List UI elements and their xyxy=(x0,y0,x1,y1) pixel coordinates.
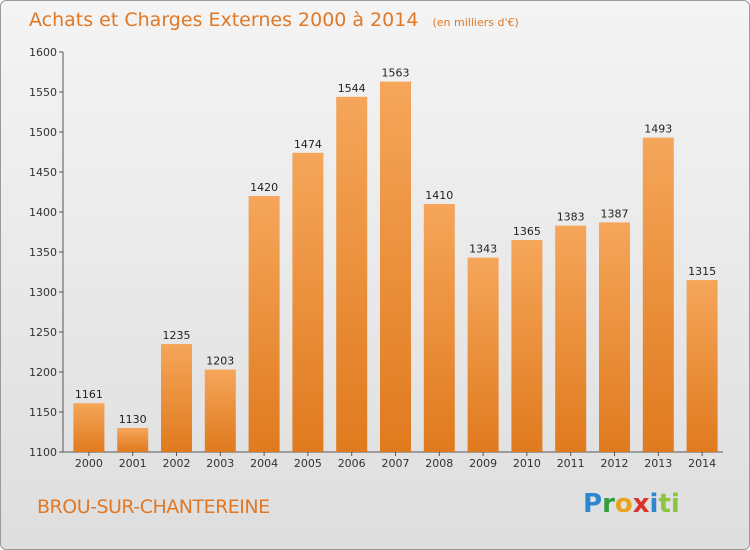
x-tick-label: 2011 xyxy=(557,457,585,470)
chart-bars xyxy=(73,81,718,453)
bar-value-label: 1563 xyxy=(382,67,410,80)
bar-value-label: 1315 xyxy=(688,265,716,278)
y-tick-label: 1150 xyxy=(29,406,57,419)
y-tick-label: 1400 xyxy=(29,206,57,219)
proxiti-logo: Proxiti xyxy=(583,489,680,519)
bar-value-label: 1343 xyxy=(469,243,497,256)
x-tick-label: 2000 xyxy=(75,457,103,470)
y-tick-label: 1600 xyxy=(29,46,57,59)
bar xyxy=(686,280,718,452)
x-tick-label: 2009 xyxy=(469,457,497,470)
bar-value-label: 1474 xyxy=(294,138,322,151)
bar xyxy=(511,240,543,452)
x-tick-label: 2006 xyxy=(338,457,366,470)
chart-title-block: Achats et Charges Externes 2000 à 2014 (… xyxy=(29,9,519,31)
bar xyxy=(555,225,587,452)
bar-value-label: 1161 xyxy=(75,388,103,401)
bar xyxy=(642,137,674,452)
x-tick-label: 2012 xyxy=(601,457,629,470)
bar xyxy=(292,152,324,453)
x-tick-label: 2010 xyxy=(513,457,541,470)
bar xyxy=(73,403,105,452)
bar xyxy=(336,96,368,453)
bar xyxy=(117,428,149,452)
bar-value-label: 1387 xyxy=(601,207,629,220)
chart-title: Achats et Charges Externes 2000 à 2014 xyxy=(29,9,419,31)
x-tick-label: 2014 xyxy=(688,457,716,470)
bar-value-label: 1130 xyxy=(119,413,147,426)
bar xyxy=(599,222,630,452)
bar xyxy=(161,344,192,452)
bar xyxy=(204,369,236,452)
y-tick-label: 1200 xyxy=(29,366,57,379)
bar-value-label: 1544 xyxy=(338,82,366,95)
x-tick-label: 2013 xyxy=(644,457,672,470)
y-tick-label: 1550 xyxy=(29,86,57,99)
y-tick-label: 1450 xyxy=(29,166,57,179)
bar-value-label: 1410 xyxy=(425,189,453,202)
bar xyxy=(423,204,455,452)
x-tick-label: 2004 xyxy=(250,457,278,470)
y-tick-label: 1250 xyxy=(29,326,57,339)
x-tick-label: 2001 xyxy=(119,457,147,470)
bar-value-label: 1203 xyxy=(206,355,234,368)
town-name: BROU-SUR-CHANTEREINE xyxy=(37,496,270,518)
bar-value-label: 1383 xyxy=(557,211,585,224)
x-tick-label: 2002 xyxy=(163,457,191,470)
bar-value-label: 1420 xyxy=(250,181,278,194)
y-tick-label: 1100 xyxy=(29,446,57,459)
bar-value-label: 1493 xyxy=(644,123,672,136)
bar xyxy=(380,81,411,452)
chart-value-labels: 1161 1130 1235 1203 1420 1474 1544 1563 1410 1343… xyxy=(75,67,716,426)
y-tick-label: 1350 xyxy=(29,246,57,259)
chart-subtitle: (en milliers d'€) xyxy=(432,16,519,29)
y-tick-label: 1500 xyxy=(29,126,57,139)
x-tick-label: 2007 xyxy=(382,457,410,470)
bar-value-label: 1235 xyxy=(163,329,191,342)
bar xyxy=(467,257,499,452)
bar xyxy=(248,196,280,452)
x-tick-label: 2005 xyxy=(294,457,322,470)
bar-value-label: 1365 xyxy=(513,225,541,238)
x-tick-label: 2003 xyxy=(206,457,234,470)
y-tick-label: 1300 xyxy=(29,286,57,299)
x-tick-label: 2008 xyxy=(425,457,453,470)
